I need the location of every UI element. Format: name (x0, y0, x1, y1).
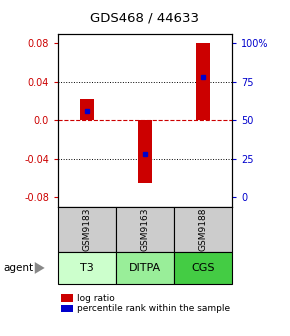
Text: GSM9188: GSM9188 (198, 208, 208, 251)
Text: GSM9183: GSM9183 (82, 208, 92, 251)
Text: agent: agent (3, 263, 33, 273)
Polygon shape (35, 262, 45, 274)
Bar (80, 99, 94, 120)
Text: log ratio: log ratio (77, 294, 115, 302)
Text: CGS: CGS (191, 263, 215, 273)
Text: DITPA: DITPA (129, 263, 161, 273)
Text: GSM9163: GSM9163 (140, 208, 150, 251)
Text: percentile rank within the sample: percentile rank within the sample (77, 304, 230, 313)
Bar (138, 120, 152, 182)
Bar (196, 43, 210, 120)
Text: T3: T3 (80, 263, 94, 273)
Text: GDS468 / 44633: GDS468 / 44633 (90, 12, 200, 25)
